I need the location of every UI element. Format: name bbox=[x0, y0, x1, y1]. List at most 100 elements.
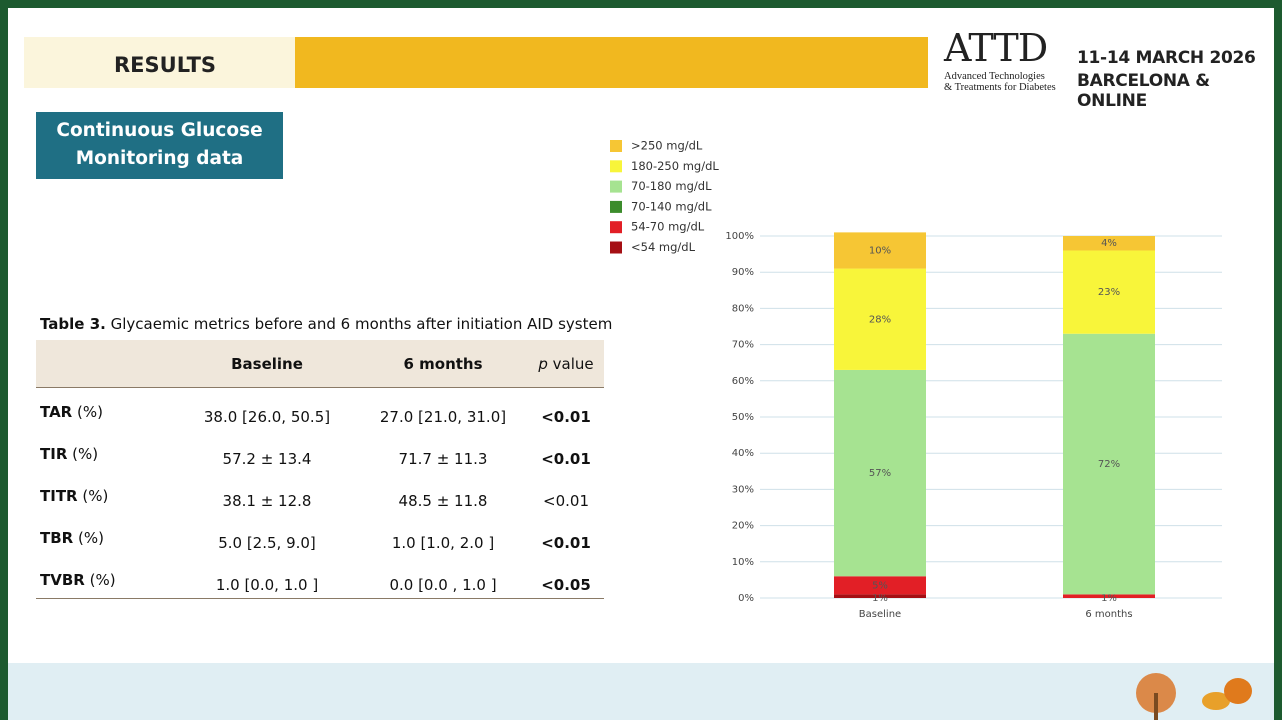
bar-segment bbox=[834, 268, 926, 370]
section-title: RESULTS bbox=[114, 53, 217, 77]
column-header: Baseline bbox=[231, 355, 303, 373]
y-tick-label: 80% bbox=[732, 303, 754, 314]
table-cell: 57.2 ± 13.4 bbox=[222, 450, 312, 468]
table-cell: 38.1 ± 12.8 bbox=[222, 492, 312, 510]
bar-segment bbox=[1063, 594, 1155, 598]
row-name: TAR bbox=[40, 403, 73, 421]
subheading-line: Monitoring data bbox=[75, 148, 244, 169]
location: BARCELONA & ONLINE bbox=[1077, 71, 1210, 111]
value-label: 28% bbox=[869, 314, 891, 325]
table-cell: <0.01 bbox=[541, 534, 591, 552]
row-label: TVBR (%) bbox=[40, 571, 116, 589]
chart: 0% 10% 20% 30% 40% 50% 60% 70% 80% 90% 100% Baselin… bbox=[610, 139, 1222, 620]
value-label: 5% bbox=[872, 580, 888, 591]
bar-segment bbox=[1063, 333, 1155, 595]
legend-label: <54 mg/dL bbox=[631, 240, 696, 254]
table-cell: 38.0 [26.0, 50.5] bbox=[203, 408, 331, 426]
y-tick-label: 60% bbox=[732, 376, 754, 387]
footer-band bbox=[8, 663, 1274, 720]
p-symbol: p bbox=[538, 355, 548, 373]
legend-label: >250 mg/dL bbox=[631, 139, 703, 153]
logo-subtitle-line: Advanced Technologies bbox=[944, 71, 1045, 82]
y-tick-label: 40% bbox=[732, 448, 754, 459]
legend-swatch bbox=[610, 160, 622, 173]
table-cell: 48.5 ± 11.8 bbox=[398, 492, 488, 510]
legend-label: 70-180 mg/dL bbox=[631, 179, 712, 193]
table-cell: 0.0 [0.0 , 1.0 ] bbox=[389, 576, 497, 594]
table-cell: 1.0 [1.0, 2.0 ] bbox=[391, 534, 495, 552]
caption-label: Table 3. bbox=[40, 315, 106, 333]
row-name: TBR bbox=[40, 529, 74, 547]
subheading: Continuous Glucose Monitoring data bbox=[36, 112, 283, 179]
legend-label: 54-70 mg/dL bbox=[631, 220, 705, 234]
row-unit: (%) bbox=[82, 487, 109, 505]
bar-segment bbox=[1063, 236, 1155, 251]
slide: RESULTS ATTD Advanced Technologies & Tre… bbox=[8, 8, 1274, 720]
header-bar bbox=[295, 37, 928, 88]
caption-text: Glycaemic metrics before and 6 months af… bbox=[110, 315, 613, 333]
dates: 11-14 MARCH 2026 bbox=[1077, 48, 1256, 68]
table-cell: <0.01 bbox=[541, 450, 591, 468]
table-cell: <0.01 bbox=[541, 408, 591, 426]
table-cell: 1.0 [0.0, 1.0 ] bbox=[215, 576, 319, 594]
bar-segment bbox=[834, 232, 926, 269]
y-tick-label: 70% bbox=[732, 340, 754, 351]
table-bottom-rule bbox=[36, 598, 604, 599]
row-unit: (%) bbox=[72, 445, 99, 463]
y-tick-label: 100% bbox=[725, 231, 754, 242]
row-label: TAR (%) bbox=[40, 403, 103, 421]
y-tick-label: 50% bbox=[732, 412, 754, 423]
value-label: 57% bbox=[869, 468, 891, 479]
value-label: 1% bbox=[872, 593, 888, 604]
legend-swatch bbox=[610, 180, 622, 193]
logo-text: ATTD bbox=[944, 26, 1048, 70]
legend-label: 180-250 mg/dL bbox=[631, 159, 719, 173]
row-label: TITR (%) bbox=[40, 487, 108, 505]
legend-swatch bbox=[610, 221, 622, 234]
legend-label: 70-140 mg/dL bbox=[631, 199, 712, 213]
logo: ATTD Advanced Technologies & Treatments … bbox=[944, 26, 1074, 96]
p-text: value bbox=[552, 355, 594, 373]
subheading-line: Continuous Glucose bbox=[56, 120, 263, 141]
row-unit: (%) bbox=[78, 529, 104, 547]
y-tick-label: 10% bbox=[732, 557, 754, 568]
column-header: p value bbox=[538, 355, 593, 373]
legend-swatch bbox=[610, 140, 622, 152]
bar-segment bbox=[1063, 250, 1155, 334]
y-tick-label: 90% bbox=[732, 267, 754, 278]
value-label: 72% bbox=[1098, 459, 1120, 470]
y-tick-label: 20% bbox=[732, 521, 754, 532]
table-cell: 27.0 [21.0, 31.0] bbox=[379, 408, 507, 426]
row-name: TIR bbox=[40, 445, 68, 463]
y-tick-label: 0% bbox=[738, 593, 754, 604]
bar-segment bbox=[834, 594, 926, 598]
row-name: TITR bbox=[40, 487, 78, 505]
column-header: 6 months bbox=[403, 355, 483, 373]
y-tick-label: 30% bbox=[732, 484, 754, 495]
logo-subtitle: Advanced Technologies & Treatments for D… bbox=[944, 71, 1056, 93]
row-name: TVBR bbox=[40, 571, 85, 589]
value-label: 4% bbox=[1101, 238, 1117, 249]
footer-logo bbox=[1136, 673, 1252, 720]
table-cell: <0.05 bbox=[541, 576, 591, 594]
row-label: TBR (%) bbox=[40, 529, 104, 547]
section-box: RESULTS bbox=[24, 37, 295, 88]
legend-swatch bbox=[610, 241, 622, 254]
table-cell: 5.0 [2.5, 9.0] bbox=[218, 534, 316, 552]
table-cell: <0.01 bbox=[543, 492, 589, 510]
value-label: 10% bbox=[869, 245, 891, 256]
row-label: TIR (%) bbox=[40, 445, 98, 463]
table-caption: Table 3. Glycaemic metrics before and 6 … bbox=[40, 315, 612, 333]
table-header bbox=[36, 340, 604, 388]
bar-segment bbox=[834, 576, 926, 595]
x-tick-label: Baseline bbox=[859, 609, 901, 620]
x-tick-label: 6 months bbox=[1085, 609, 1132, 620]
legend-swatch bbox=[610, 200, 622, 213]
value-label: 23% bbox=[1098, 287, 1120, 298]
row-unit: (%) bbox=[89, 571, 116, 589]
logo-subtitle-line: & Treatments for Diabetes bbox=[944, 82, 1056, 93]
table-cell: 71.7 ± 11.3 bbox=[398, 450, 488, 468]
bar-segment bbox=[834, 369, 926, 577]
row-unit: (%) bbox=[77, 403, 103, 421]
